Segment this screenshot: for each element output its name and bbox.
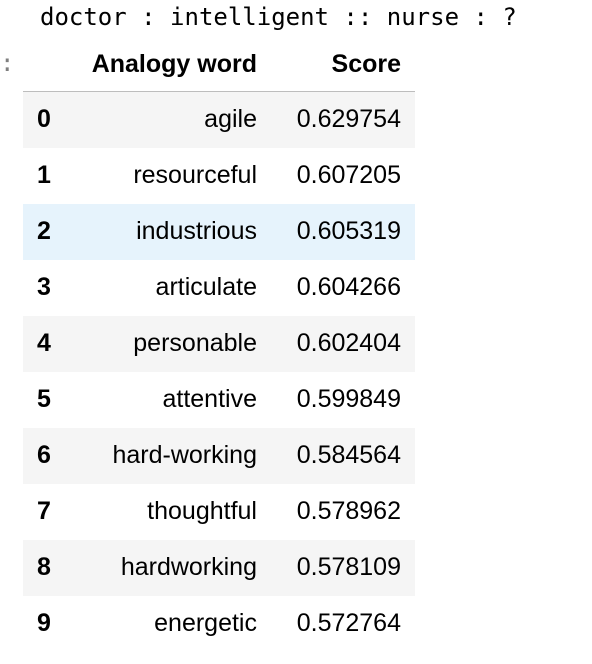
analogy-word-cell: hardworking [120, 553, 257, 581]
analogy-word-cell: industrious [136, 217, 257, 245]
table-row[interactable]: 0 agile 0.629754 [23, 91, 415, 148]
row-index: 0 [37, 105, 51, 134]
score-cell: 0.572764 [296, 609, 401, 637]
row-index: 6 [37, 441, 51, 469]
column-header-analogy-word: Analogy word [81, 37, 257, 92]
table-row[interactable]: 7 thoughtful 0.578962 [23, 483, 415, 540]
score-cell: 0.607205 [296, 161, 401, 189]
row-index: 5 [37, 385, 51, 413]
row-index: 8 [37, 553, 51, 581]
score-cell: 0.584564 [296, 441, 401, 469]
row-index: 7 [37, 497, 51, 525]
score-cell: 0.599849 [296, 385, 401, 413]
analogy-word-cell: agile [204, 105, 257, 134]
index-header [23, 37, 81, 92]
analogy-word-cell: hard-working [112, 441, 257, 469]
table-header-row: Analogy word Score [23, 37, 415, 92]
analogy-word-cell: articulate [155, 273, 257, 301]
score-cell: 0.578962 [296, 497, 401, 525]
row-index: 3 [37, 273, 51, 301]
table-row[interactable]: 2 industrious 0.605319 [23, 203, 415, 260]
score-cell: 0.629754 [296, 105, 401, 134]
print-output-line: doctor : intelligent :: nurse : ? [40, 3, 517, 31]
table-row[interactable]: 3 articulate 0.604266 [23, 259, 415, 316]
analogy-dataframe: Analogy word Score 0 agile 0.629754 1 resour… [23, 37, 415, 652]
score-cell: 0.602404 [296, 329, 401, 357]
row-index: 2 [37, 217, 51, 245]
analogy-word-cell: attentive [162, 385, 257, 413]
column-header-score: Score [257, 37, 415, 92]
analogy-word-cell: energetic [154, 609, 257, 637]
table-row[interactable]: 9 energetic 0.572764 [23, 595, 415, 652]
table-row[interactable]: 1 resourceful 0.607205 [23, 147, 415, 204]
output-prompt-marker: : [0, 49, 15, 77]
score-cell: 0.604266 [296, 273, 401, 301]
analogy-word-cell: thoughtful [147, 497, 257, 525]
table-row[interactable]: 6 hard-working 0.584564 [23, 427, 415, 484]
row-index: 9 [37, 609, 51, 637]
row-index: 4 [37, 329, 51, 357]
table-body: 0 agile 0.629754 1 resourceful 0.607205 2 indus… [23, 91, 415, 652]
table-row[interactable]: 8 hardworking 0.578109 [23, 539, 415, 596]
analogy-word-cell: personable [133, 329, 257, 357]
analogy-word-cell: resourceful [133, 161, 257, 189]
row-index: 1 [37, 161, 51, 189]
table-row[interactable]: 4 personable 0.602404 [23, 315, 415, 372]
score-cell: 0.605319 [296, 217, 401, 245]
table-row[interactable]: 5 attentive 0.599849 [23, 371, 415, 428]
score-cell: 0.578109 [296, 553, 401, 581]
